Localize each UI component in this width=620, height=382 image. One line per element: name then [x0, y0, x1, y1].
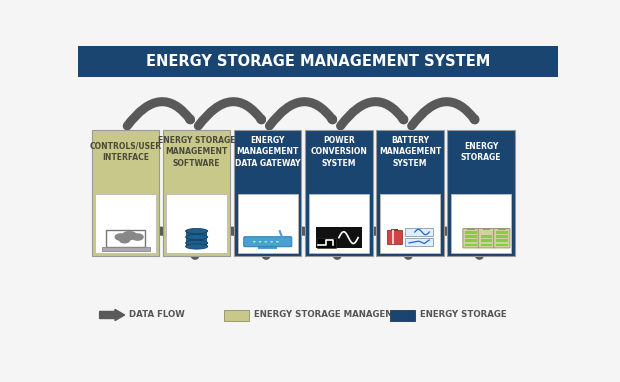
- Bar: [317, 238, 336, 248]
- FancyArrowPatch shape: [412, 102, 475, 126]
- Circle shape: [122, 231, 137, 240]
- Bar: [78, 46, 558, 77]
- Bar: [465, 231, 477, 234]
- FancyArrowPatch shape: [127, 102, 190, 126]
- Bar: [482, 228, 490, 230]
- Circle shape: [131, 233, 144, 241]
- Bar: [391, 229, 399, 231]
- Bar: [387, 230, 402, 243]
- FancyBboxPatch shape: [244, 237, 292, 247]
- Bar: [316, 227, 362, 248]
- Circle shape: [253, 241, 256, 243]
- Ellipse shape: [185, 235, 208, 240]
- FancyArrowPatch shape: [132, 231, 195, 256]
- Bar: [186, 230, 207, 246]
- FancyBboxPatch shape: [494, 228, 510, 248]
- Text: ENERGY
STORAGE: ENERGY STORAGE: [461, 141, 502, 162]
- Bar: [451, 194, 512, 253]
- Text: CONTROLS/USER
INTERFACE: CONTROLS/USER INTERFACE: [89, 141, 162, 162]
- Text: ENERGY STORAGE: ENERGY STORAGE: [420, 311, 507, 319]
- Bar: [390, 310, 415, 321]
- Ellipse shape: [185, 244, 208, 249]
- Bar: [480, 240, 492, 242]
- Bar: [496, 243, 508, 246]
- Bar: [496, 235, 508, 238]
- FancyBboxPatch shape: [478, 228, 495, 248]
- FancyArrowPatch shape: [340, 102, 404, 126]
- Circle shape: [270, 241, 273, 243]
- Bar: [224, 310, 249, 321]
- Text: ENERGY STORAGE MANAGEMENT SYSTEM: ENERGY STORAGE MANAGEMENT SYSTEM: [146, 53, 490, 69]
- Bar: [496, 240, 508, 242]
- Circle shape: [115, 233, 127, 241]
- FancyBboxPatch shape: [463, 228, 479, 248]
- Bar: [166, 194, 227, 253]
- Bar: [92, 129, 159, 256]
- Ellipse shape: [185, 240, 208, 246]
- FancyArrowPatch shape: [270, 102, 332, 126]
- Text: POWER
CONVERSION
SYSTEM: POWER CONVERSION SYSTEM: [311, 136, 367, 168]
- Text: DATA FLOW: DATA FLOW: [130, 311, 185, 319]
- Bar: [465, 235, 477, 238]
- Bar: [465, 240, 477, 242]
- Circle shape: [259, 241, 262, 243]
- Bar: [163, 129, 230, 256]
- Bar: [237, 194, 298, 253]
- Text: BATTERY
MANAGEMENT
SYSTEM: BATTERY MANAGEMENT SYSTEM: [379, 136, 441, 168]
- Bar: [405, 228, 433, 236]
- Bar: [498, 228, 506, 230]
- Text: ENERGY STORAGE
MANAGEMENT
SOFTWARE: ENERGY STORAGE MANAGEMENT SOFTWARE: [158, 136, 236, 168]
- Circle shape: [119, 236, 130, 243]
- Text: ENERGY
MANAGEMENT
DATA GATEWAY: ENERGY MANAGEMENT DATA GATEWAY: [235, 136, 301, 168]
- Bar: [448, 129, 515, 256]
- Bar: [480, 243, 492, 246]
- Bar: [305, 129, 373, 256]
- Bar: [95, 194, 156, 253]
- Bar: [102, 247, 149, 251]
- Bar: [376, 129, 444, 256]
- Bar: [234, 129, 301, 256]
- FancyArrow shape: [100, 309, 125, 320]
- Circle shape: [276, 241, 279, 243]
- Bar: [467, 228, 475, 230]
- FancyArrowPatch shape: [345, 231, 409, 256]
- Bar: [309, 194, 369, 253]
- Ellipse shape: [185, 228, 208, 234]
- FancyArrowPatch shape: [198, 102, 262, 126]
- Text: ENERGY STORAGE MANAGEMENT: ENERGY STORAGE MANAGEMENT: [254, 311, 412, 319]
- Circle shape: [264, 241, 267, 243]
- Bar: [258, 246, 277, 249]
- FancyArrowPatch shape: [416, 231, 479, 256]
- Bar: [379, 194, 440, 253]
- Bar: [480, 235, 492, 238]
- Bar: [107, 230, 145, 247]
- FancyArrowPatch shape: [203, 231, 266, 256]
- Bar: [405, 238, 433, 246]
- Bar: [465, 243, 477, 246]
- Bar: [496, 231, 508, 234]
- FancyArrowPatch shape: [274, 231, 337, 256]
